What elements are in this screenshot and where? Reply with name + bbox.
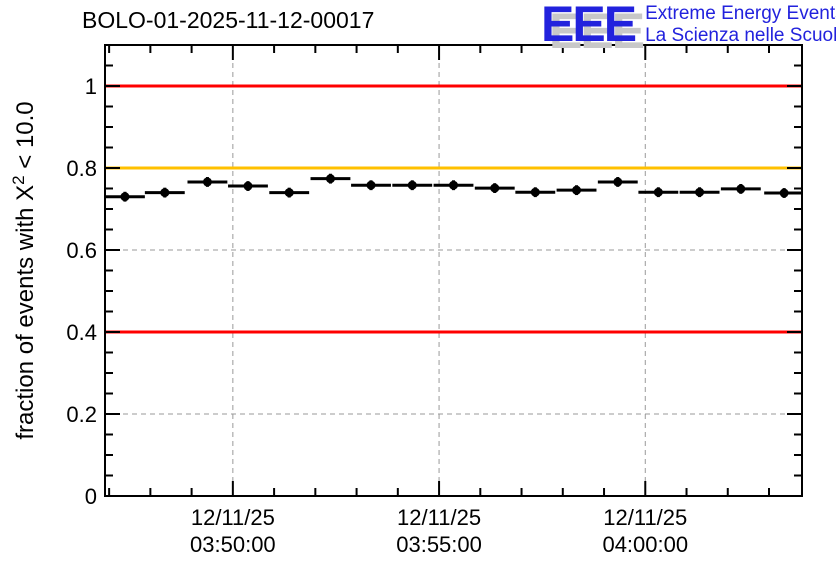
x-tick-date: 12/11/25 — [397, 505, 481, 530]
y-tick-label: 0.6 — [66, 238, 97, 263]
plot-title: BOLO-01-2025-11-12-00017 — [82, 7, 375, 33]
x-tick-date: 12/11/25 — [191, 505, 275, 530]
y-tick-label: 0.4 — [66, 320, 97, 345]
data-point — [653, 187, 663, 197]
data-point — [202, 177, 212, 187]
y-axis-title: fraction of events with X2 < 10.0 — [9, 101, 39, 439]
data-point — [160, 188, 170, 198]
axis-ticks — [105, 45, 802, 496]
y-tick-label: 0.8 — [66, 156, 97, 181]
data-point — [366, 180, 376, 190]
data-point — [325, 174, 335, 184]
y-axis-labels: 0 0.2 0.4 0.6 0.8 1 — [66, 74, 97, 509]
data-point — [572, 185, 582, 195]
eee-logo: EEE Extreme Energy Events La Scienza nel… — [541, 0, 836, 52]
data-point — [613, 177, 623, 187]
x-axis-labels: 12/11/2503:50:0012/11/2503:55:0012/11/25… — [190, 505, 688, 557]
y-tick-label: 1 — [85, 74, 97, 99]
x-tick-time: 04:00:00 — [602, 532, 688, 557]
data-point — [449, 180, 458, 190]
plot-frame — [104, 44, 803, 497]
eee-logo-text: Extreme Energy Events La Scienza nelle S… — [645, 3, 836, 47]
x-tick-date: 12/11/25 — [603, 505, 687, 530]
y-tick-label: 0.2 — [66, 402, 97, 427]
data-point — [490, 183, 500, 193]
eee-logo-line1: Extreme Energy Events — [645, 3, 836, 24]
data-series — [105, 173, 802, 202]
y-tick-label: 0 — [85, 484, 97, 509]
data-point — [120, 192, 130, 202]
data-point — [243, 181, 253, 191]
reference-lines — [105, 84, 802, 334]
data-point — [284, 188, 294, 198]
gridlines — [105, 45, 802, 496]
eee-logo-acronym: EEE — [541, 0, 637, 52]
data-point — [530, 187, 540, 197]
y-axis-title: fraction of events with X2 < 10.0 — [9, 101, 39, 439]
data-point — [779, 188, 789, 198]
x-tick-time: 03:55:00 — [396, 532, 482, 557]
x-tick-time: 03:50:00 — [190, 532, 276, 557]
data-point — [695, 187, 705, 197]
data-point — [407, 180, 417, 190]
eee-logo-line2: La Scienza nelle Scuole — [645, 25, 836, 46]
data-point — [736, 184, 746, 194]
